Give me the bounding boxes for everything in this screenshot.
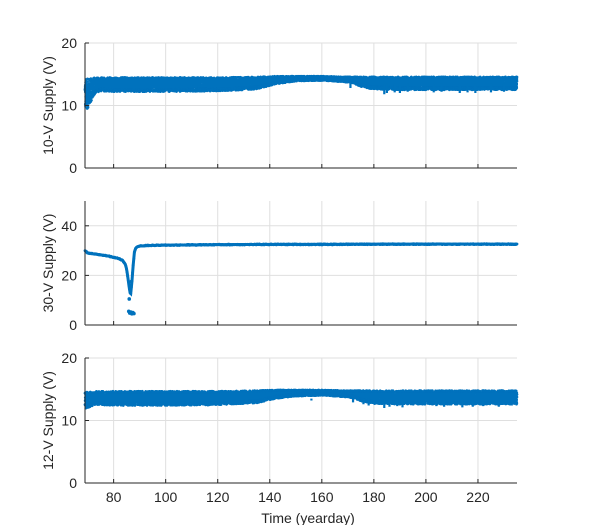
data-point (87, 106, 90, 109)
series-points (84, 75, 519, 110)
